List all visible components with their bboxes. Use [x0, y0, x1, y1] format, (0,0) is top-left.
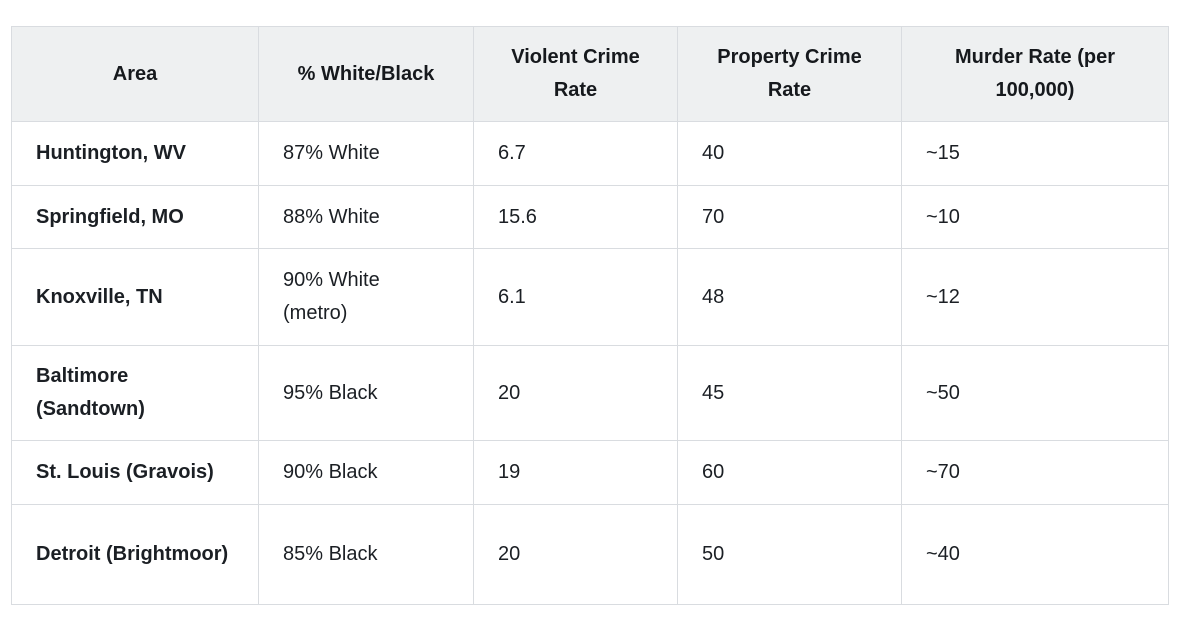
cell-murder-rate: ~15 [901, 121, 1169, 186]
table-row: Detroit (Brightmoor) 85% Black 20 50 ~40 [11, 504, 1169, 605]
column-header-pct-white-black: % White/Black [258, 26, 474, 122]
table-body: Huntington, WV 87% White 6.7 40 ~15 Spri… [11, 121, 1169, 605]
cell-pct-white-black: 90% Black [258, 440, 474, 505]
cell-murder-rate: ~12 [901, 248, 1169, 346]
cell-murder-rate: ~70 [901, 440, 1169, 505]
cell-property-crime-rate: 60 [677, 440, 902, 505]
column-header-murder-rate: Murder Rate (per 100,000) [901, 26, 1169, 122]
column-header-area: Area [11, 26, 259, 122]
cell-property-crime-rate: 40 [677, 121, 902, 186]
data-table: Area % White/Black Violent Crime Rate Pr… [11, 26, 1169, 605]
column-header-property-crime-rate: Property Crime Rate [677, 26, 902, 122]
table-row: Knoxville, TN 90% White (metro) 6.1 48 ~… [11, 248, 1169, 346]
table-row: Huntington, WV 87% White 6.7 40 ~15 [11, 121, 1169, 186]
cell-area: Detroit (Brightmoor) [11, 504, 259, 605]
cell-property-crime-rate: 50 [677, 504, 902, 605]
cell-violent-crime-rate: 19 [473, 440, 678, 505]
column-header-violent-crime-rate: Violent Crime Rate [473, 26, 678, 122]
table-row: Springfield, MO 88% White 15.6 70 ~10 [11, 185, 1169, 249]
cell-area: Springfield, MO [11, 185, 259, 249]
table-header-row: Area % White/Black Violent Crime Rate Pr… [11, 26, 1169, 122]
cell-violent-crime-rate: 20 [473, 504, 678, 605]
cell-violent-crime-rate: 6.7 [473, 121, 678, 186]
cell-area: Baltimore (Sandtown) [11, 345, 259, 441]
table-header: Area % White/Black Violent Crime Rate Pr… [11, 26, 1169, 122]
cell-violent-crime-rate: 15.6 [473, 185, 678, 249]
cell-murder-rate: ~40 [901, 504, 1169, 605]
cell-area: Huntington, WV [11, 121, 259, 186]
cell-area: St. Louis (Gravois) [11, 440, 259, 505]
cell-violent-crime-rate: 6.1 [473, 248, 678, 346]
table-row: Baltimore (Sandtown) 95% Black 20 45 ~50 [11, 345, 1169, 441]
cell-property-crime-rate: 70 [677, 185, 902, 249]
cell-pct-white-black: 90% White (metro) [258, 248, 474, 346]
cell-murder-rate: ~10 [901, 185, 1169, 249]
cell-pct-white-black: 95% Black [258, 345, 474, 441]
cell-pct-white-black: 87% White [258, 121, 474, 186]
table-row: St. Louis (Gravois) 90% Black 19 60 ~70 [11, 440, 1169, 505]
crime-statistics-table: Area % White/Black Violent Crime Rate Pr… [11, 26, 1169, 605]
cell-murder-rate: ~50 [901, 345, 1169, 441]
cell-area: Knoxville, TN [11, 248, 259, 346]
cell-property-crime-rate: 45 [677, 345, 902, 441]
cell-property-crime-rate: 48 [677, 248, 902, 346]
cell-pct-white-black: 85% Black [258, 504, 474, 605]
cell-violent-crime-rate: 20 [473, 345, 678, 441]
cell-pct-white-black: 88% White [258, 185, 474, 249]
